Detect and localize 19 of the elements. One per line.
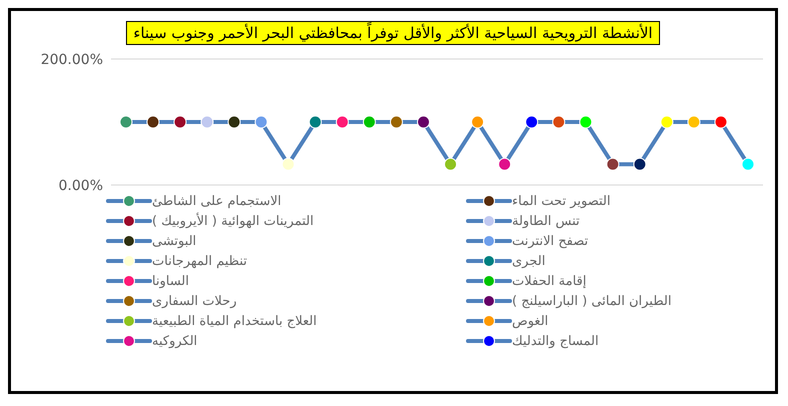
legend-label: المساج والتدليك (512, 334, 599, 348)
legend-label: الساونا (152, 274, 189, 288)
legend-label: الاستجمام على الشاطئ (152, 194, 282, 208)
legend-label: الجرى (512, 254, 546, 268)
y-tick-label: 0.00% (58, 178, 103, 194)
legend-label: الكروكيه (152, 334, 198, 348)
legend-label: تصفح الانترنت (512, 234, 588, 248)
chart-title: الأنشطة الترويحية السياحية الأكثر والأقل توفراً بمحافظتي البحر الأحمر وجنوب سيناء (126, 21, 660, 45)
legend-label: رحلات السفارى (152, 294, 237, 308)
legend-label: الغوص (512, 314, 548, 328)
legend-label: التصوير تحت الماء (512, 194, 610, 208)
legend-label: الطيران المائى ( الباراسيلنج ) (512, 294, 672, 308)
legend-label: إقامة الحفلات (512, 274, 586, 288)
legend-label: البوتشى (152, 234, 196, 248)
y-tick-label: 200.00% (40, 52, 103, 68)
legend-label: تنس الطاولة (512, 214, 580, 228)
legend-label: التمرينات الهوائية ( الأيروبيك ) (152, 214, 314, 228)
legend-label: تنظيم المهرجانات (152, 254, 247, 268)
legend-label: العلاج باستخدام المياة الطبيعية (152, 314, 317, 328)
